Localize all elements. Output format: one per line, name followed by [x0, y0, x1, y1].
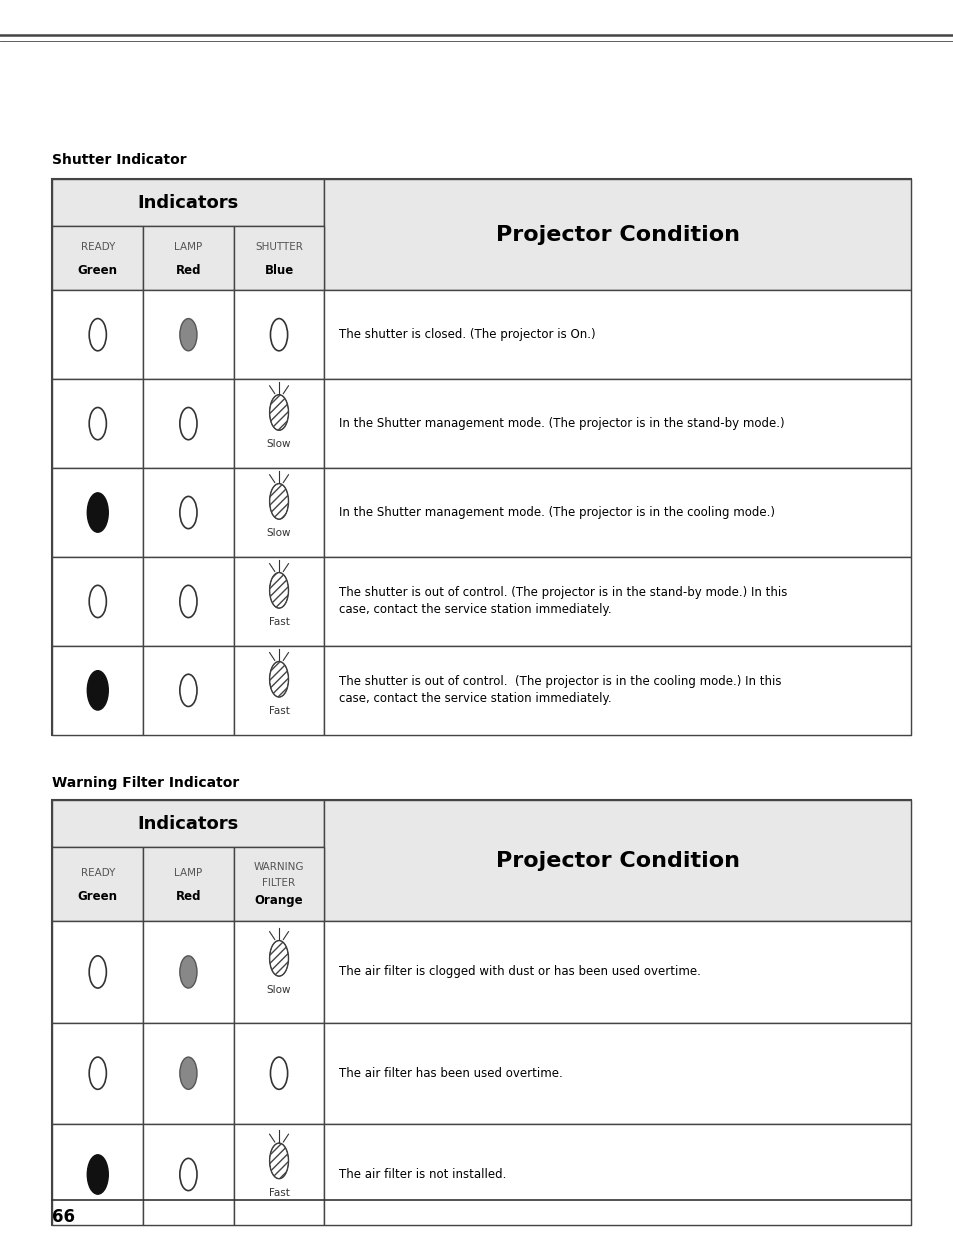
Text: The shutter is out of control.  (The projector is in the cooling mode.) In this
: The shutter is out of control. (The proj… [338, 676, 781, 705]
FancyBboxPatch shape [52, 800, 910, 1225]
Ellipse shape [270, 395, 288, 430]
Text: READY: READY [80, 242, 115, 252]
Text: The shutter is out of control. (The projector is in the stand-by mode.) In this
: The shutter is out of control. (The proj… [338, 587, 786, 616]
FancyBboxPatch shape [233, 921, 324, 1023]
FancyBboxPatch shape [52, 1023, 143, 1124]
Ellipse shape [180, 1057, 196, 1089]
FancyBboxPatch shape [143, 468, 233, 557]
Text: Slow: Slow [267, 440, 291, 450]
Text: Orange: Orange [254, 894, 303, 906]
FancyBboxPatch shape [233, 646, 324, 735]
FancyBboxPatch shape [143, 921, 233, 1023]
FancyBboxPatch shape [143, 646, 233, 735]
Text: FILTER: FILTER [262, 878, 295, 888]
Text: The air filter is not installed.: The air filter is not installed. [338, 1168, 505, 1181]
FancyBboxPatch shape [233, 379, 324, 468]
FancyBboxPatch shape [233, 468, 324, 557]
Text: The air filter is clogged with dust or has been used overtime.: The air filter is clogged with dust or h… [338, 966, 700, 978]
FancyBboxPatch shape [52, 226, 143, 290]
FancyBboxPatch shape [324, 800, 910, 921]
FancyBboxPatch shape [143, 847, 233, 921]
Text: Indicators: Indicators [137, 815, 239, 832]
FancyBboxPatch shape [233, 1023, 324, 1124]
FancyBboxPatch shape [324, 1124, 910, 1225]
Text: WARNING: WARNING [253, 862, 304, 872]
FancyBboxPatch shape [143, 226, 233, 290]
Text: The shutter is closed. (The projector is On.): The shutter is closed. (The projector is… [338, 329, 595, 341]
FancyBboxPatch shape [324, 468, 910, 557]
FancyBboxPatch shape [233, 1124, 324, 1225]
Text: In the Shutter management mode. (The projector is in the stand-by mode.): In the Shutter management mode. (The pro… [338, 417, 783, 430]
FancyBboxPatch shape [324, 557, 910, 646]
FancyBboxPatch shape [52, 557, 143, 646]
Text: Green: Green [78, 264, 117, 277]
FancyBboxPatch shape [52, 468, 143, 557]
Ellipse shape [270, 573, 288, 608]
Text: LAMP: LAMP [174, 242, 202, 252]
Text: Projector Condition: Projector Condition [496, 225, 739, 245]
Text: SHUTTER: SHUTTER [254, 242, 303, 252]
FancyBboxPatch shape [143, 557, 233, 646]
Ellipse shape [180, 956, 196, 988]
FancyBboxPatch shape [324, 1023, 910, 1124]
FancyBboxPatch shape [233, 226, 324, 290]
FancyBboxPatch shape [52, 847, 143, 921]
Ellipse shape [270, 1144, 288, 1178]
Text: Red: Red [175, 264, 201, 277]
FancyBboxPatch shape [52, 290, 143, 379]
Text: Red: Red [175, 890, 201, 903]
Ellipse shape [180, 319, 196, 351]
Text: Fast: Fast [269, 706, 289, 716]
FancyBboxPatch shape [52, 921, 143, 1023]
Text: Slow: Slow [267, 986, 291, 995]
FancyBboxPatch shape [324, 290, 910, 379]
Text: 66: 66 [52, 1208, 75, 1226]
FancyBboxPatch shape [233, 290, 324, 379]
FancyBboxPatch shape [143, 290, 233, 379]
FancyBboxPatch shape [324, 921, 910, 1023]
Text: Slow: Slow [267, 529, 291, 538]
FancyBboxPatch shape [324, 379, 910, 468]
Text: The air filter has been used overtime.: The air filter has been used overtime. [338, 1067, 562, 1079]
Text: Projector Condition: Projector Condition [496, 851, 739, 871]
Text: In the Shutter management mode. (The projector is in the cooling mode.): In the Shutter management mode. (The pro… [338, 506, 774, 519]
Text: Fast: Fast [269, 618, 289, 627]
Ellipse shape [88, 671, 109, 710]
FancyBboxPatch shape [52, 646, 143, 735]
FancyBboxPatch shape [52, 379, 143, 468]
FancyBboxPatch shape [233, 557, 324, 646]
FancyBboxPatch shape [324, 646, 910, 735]
Text: Blue: Blue [264, 264, 294, 277]
FancyBboxPatch shape [52, 1124, 143, 1225]
Ellipse shape [270, 941, 288, 976]
Text: Indicators: Indicators [137, 194, 239, 211]
FancyBboxPatch shape [52, 179, 324, 226]
Text: Shutter Indicator: Shutter Indicator [52, 153, 187, 167]
Ellipse shape [270, 662, 288, 697]
Ellipse shape [88, 493, 109, 532]
FancyBboxPatch shape [143, 1124, 233, 1225]
Ellipse shape [88, 1155, 109, 1194]
FancyBboxPatch shape [233, 847, 324, 921]
FancyBboxPatch shape [52, 179, 910, 735]
Text: Green: Green [78, 890, 117, 903]
Text: Warning Filter Indicator: Warning Filter Indicator [52, 777, 239, 790]
Text: Fast: Fast [269, 1188, 289, 1198]
Text: READY: READY [80, 868, 115, 878]
FancyBboxPatch shape [52, 800, 324, 847]
FancyBboxPatch shape [324, 179, 910, 290]
FancyBboxPatch shape [143, 379, 233, 468]
FancyBboxPatch shape [143, 1023, 233, 1124]
Text: LAMP: LAMP [174, 868, 202, 878]
Ellipse shape [270, 484, 288, 519]
